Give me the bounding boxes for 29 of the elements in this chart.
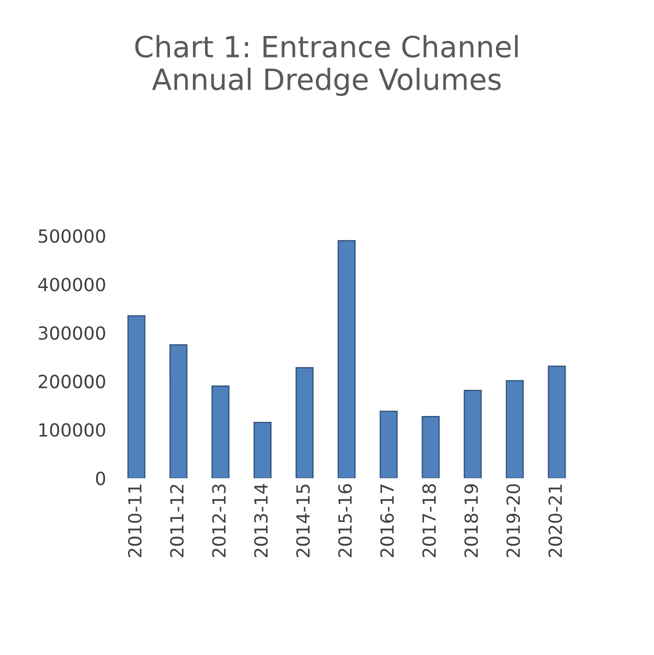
y-tick-label: 500000 [38, 229, 106, 243]
x-tick-label: 2016-17 [380, 484, 394, 558]
y-tick-label: 200000 [38, 374, 106, 388]
x-tick-label: 2012-13 [212, 484, 226, 558]
x-tick-label: 2018-19 [464, 484, 478, 558]
bar [254, 422, 272, 478]
y-tick-label: 100000 [39, 423, 106, 437]
x-tick-label: 2019-20 [506, 484, 520, 558]
bar [127, 315, 146, 478]
bar [296, 367, 314, 478]
x-tick-label: 2010-11 [128, 484, 142, 558]
x-tick-label: 2011-12 [170, 484, 184, 558]
bar [380, 410, 398, 478]
chart-title: Chart 1: Entrance Channel Annual Dredge Volumes [135, 35, 518, 96]
x-tick-label: 2017-18 [422, 484, 436, 558]
y-tick-label: 0 [96, 472, 106, 486]
bar [338, 240, 356, 478]
bar [212, 386, 230, 478]
bar [464, 390, 482, 478]
x-tick-label: 2013-14 [254, 484, 268, 558]
x-tick-label: 2020-21 [548, 484, 562, 558]
x-tick-label: 2014-15 [296, 484, 310, 558]
bar [548, 366, 566, 478]
y-tick-label: 400000 [38, 278, 106, 292]
y-tick-label: 300000 [38, 326, 106, 340]
bar [422, 416, 440, 478]
x-tick-label: 2015-16 [338, 484, 352, 558]
bar [169, 344, 188, 478]
bar [506, 380, 524, 478]
